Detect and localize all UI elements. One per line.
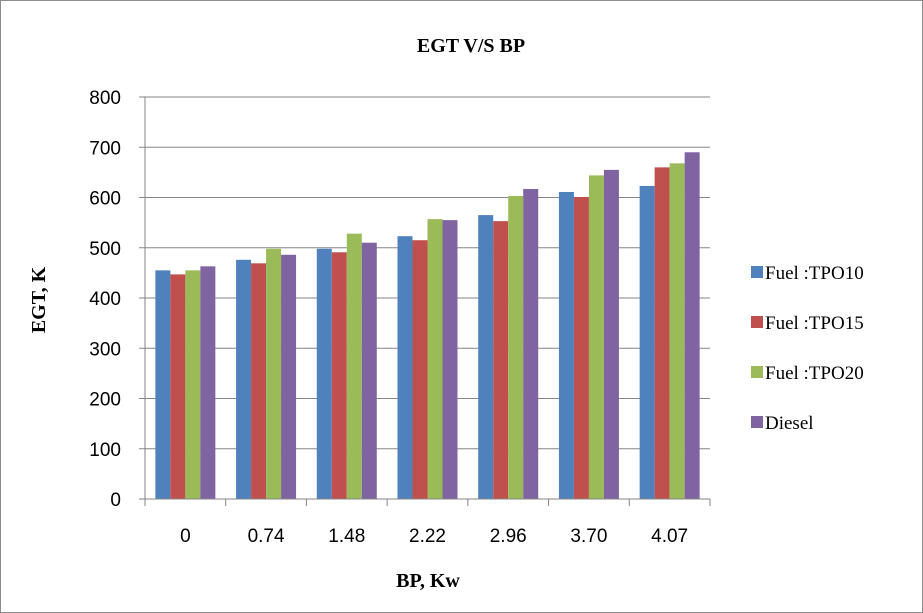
- legend-label: Fuel :TPO20: [765, 363, 864, 384]
- bar-fuel-tpo20-1: [266, 248, 282, 499]
- legend-swatch: [751, 266, 763, 278]
- bar-diesel-6: [684, 152, 700, 499]
- y-tick-label: 0: [110, 490, 121, 511]
- chart-title: EGT V/S BP: [417, 35, 525, 57]
- bar-fuel-tpo20-2: [346, 233, 362, 499]
- y-tick-label: 500: [89, 239, 121, 260]
- y-tick-label: 600: [89, 189, 121, 210]
- y-tick-label: 700: [89, 138, 121, 159]
- x-tick-label: 2.96: [490, 526, 527, 547]
- bar-fuel-tpo10-4: [478, 215, 494, 499]
- bar-fuel-tpo20-0: [185, 270, 201, 499]
- y-axis-ticks: 0 100 200 300 400 500 600 700 800: [89, 88, 145, 511]
- x-tick-label: 0.74: [248, 526, 285, 547]
- bar-fuel-tpo10-2: [316, 248, 332, 499]
- bar-fuel-tpo15-1: [251, 263, 267, 499]
- bar-fuel-tpo10-5: [558, 191, 574, 499]
- bar-fuel-tpo15-2: [331, 252, 347, 499]
- bar-fuel-tpo20-5: [588, 175, 604, 499]
- legend-label: Fuel :TPO15: [765, 313, 864, 334]
- bar-fuel-tpo10-3: [397, 236, 413, 499]
- y-tick-label: 400: [89, 289, 121, 310]
- axes: [144, 97, 710, 500]
- x-tick-label: 3.70: [570, 526, 607, 547]
- bar-diesel-4: [523, 188, 539, 499]
- y-tick-label: 800: [89, 88, 121, 109]
- bar-fuel-tpo15-3: [412, 240, 428, 499]
- x-axis-label: BP, Kw: [396, 570, 460, 592]
- x-tick-label: 4.07: [651, 526, 688, 547]
- y-tick-label: 200: [89, 390, 121, 411]
- y-tick-label: 300: [89, 339, 121, 360]
- x-tick-label: 1.48: [328, 526, 365, 547]
- x-tick-label: 2.22: [409, 526, 446, 547]
- x-tick-label: 0: [180, 526, 191, 547]
- bar-fuel-tpo20-6: [669, 163, 685, 499]
- legend-swatch: [751, 366, 763, 378]
- bar-diesel-2: [361, 242, 377, 499]
- bar-fuel-tpo15-0: [170, 274, 186, 499]
- bar-diesel-1: [281, 254, 297, 499]
- legend-label: Fuel :TPO10: [765, 263, 864, 284]
- bars: [155, 152, 700, 500]
- bar-diesel-0: [200, 266, 216, 499]
- bar-fuel-tpo15-4: [493, 221, 509, 499]
- bar-fuel-tpo20-4: [508, 195, 524, 499]
- bar-fuel-tpo10-1: [236, 259, 252, 499]
- bar-diesel-5: [603, 169, 619, 500]
- bar-fuel-tpo10-0: [155, 270, 171, 499]
- legend-swatch: [751, 316, 763, 328]
- bar-fuel-tpo15-5: [573, 196, 589, 499]
- y-axis-label: EGT, K: [28, 266, 50, 333]
- legend-swatch: [751, 416, 763, 428]
- x-axis-ticks: 0 0.74 1.48 2.22 2.96 3.70 4.07: [144, 499, 711, 547]
- legend: Fuel :TPO10 Fuel :TPO15 Fuel :TPO20 Diesel: [751, 263, 864, 434]
- y-tick-label: 100: [89, 440, 121, 461]
- legend-label: Diesel: [765, 413, 814, 434]
- bar-fuel-tpo10-6: [639, 185, 655, 499]
- bar-diesel-3: [442, 220, 458, 500]
- bar-fuel-tpo20-3: [427, 219, 443, 500]
- bar-fuel-tpo15-6: [654, 167, 670, 499]
